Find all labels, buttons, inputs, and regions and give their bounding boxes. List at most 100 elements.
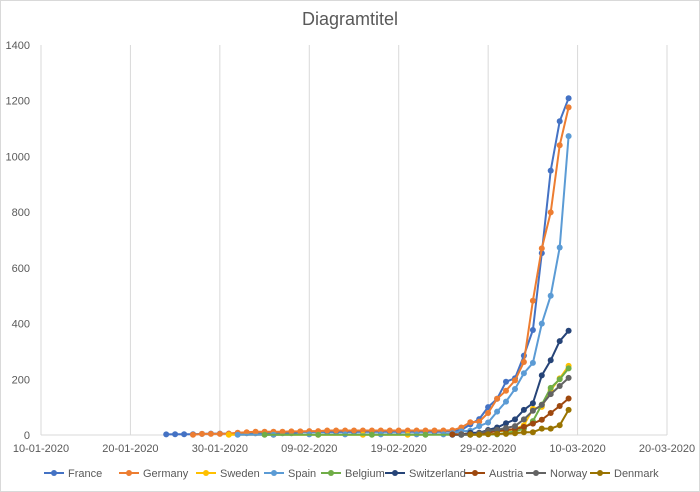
- data-point: [351, 427, 357, 434]
- data-point: [512, 430, 518, 437]
- series-line-switzerland: [452, 330, 570, 436]
- y-tick-label: 200: [12, 374, 30, 386]
- legend-swatch-marker: [392, 470, 398, 476]
- data-point: [234, 431, 241, 438]
- data-point: [556, 142, 563, 149]
- data-point: [547, 391, 554, 398]
- data-point: [458, 431, 465, 438]
- data-point: [422, 431, 429, 438]
- x-tick-label: 10-03-2020: [549, 443, 605, 455]
- data-point: [431, 427, 438, 434]
- data-point: [565, 95, 572, 102]
- data-point: [565, 374, 572, 381]
- data-point: [163, 431, 170, 438]
- grid-lines: [40, 45, 668, 435]
- data-point: [556, 383, 563, 389]
- data-point: [556, 118, 563, 125]
- data-point: [556, 403, 563, 409]
- data-point: [404, 427, 411, 434]
- legend-item-denmark: Denmark: [590, 468, 659, 480]
- legend-label: Germany: [143, 468, 189, 480]
- data-point: [529, 297, 536, 304]
- y-tick-label: 600: [12, 263, 30, 275]
- data-point: [565, 365, 572, 372]
- legend-label: Sweden: [220, 468, 260, 480]
- legend-swatch-marker: [597, 470, 603, 476]
- data-point: [494, 408, 501, 415]
- x-tick-label: 29-02-2020: [460, 443, 516, 455]
- data-point: [547, 167, 554, 174]
- legend-swatch-marker: [533, 470, 539, 476]
- data-point: [368, 427, 375, 434]
- data-point: [556, 376, 563, 383]
- data-point: [529, 359, 536, 366]
- y-tick-label: 1200: [6, 96, 30, 108]
- data-point: [520, 429, 527, 436]
- data-point: [529, 429, 536, 436]
- y-tick-label: 400: [12, 319, 30, 331]
- legend-swatch-marker: [472, 470, 478, 476]
- data-point: [556, 422, 563, 429]
- data-point: [520, 406, 527, 413]
- legend-label: Switzerland: [409, 468, 466, 480]
- data-point: [529, 407, 536, 414]
- legend-item-belgium: Belgium: [321, 468, 385, 480]
- legend-item-spain: Spain: [264, 468, 316, 480]
- data-point: [485, 404, 492, 411]
- series-line-belgium: [264, 367, 570, 436]
- legend-label: France: [68, 468, 102, 480]
- legend-swatch-marker: [271, 470, 277, 476]
- data-point: [467, 431, 474, 438]
- legend-swatch-marker: [328, 470, 334, 476]
- data-point: [172, 431, 179, 438]
- data-point: [297, 428, 304, 435]
- x-tick-label: 20-03-2020: [639, 443, 695, 455]
- legend-label: Spain: [288, 468, 316, 480]
- x-tick-label: 30-01-2020: [192, 443, 248, 455]
- data-point: [520, 370, 527, 377]
- x-tick-label: 10-01-2020: [13, 443, 69, 455]
- data-point: [485, 410, 492, 416]
- data-point: [538, 320, 545, 327]
- y-tick-label: 1400: [6, 40, 30, 52]
- series-line-germany: [192, 107, 570, 436]
- axes: 10-01-2020 20-01-2020 30-01-2020 09-02-2020…: [6, 40, 696, 455]
- data-point: [449, 431, 456, 438]
- data-point: [494, 430, 501, 437]
- data-point: [190, 431, 196, 438]
- data-point: [181, 431, 188, 438]
- legend-item-norway: Norway: [526, 468, 588, 480]
- legend-item-germany: Germany: [119, 468, 189, 480]
- data-point: [556, 338, 563, 345]
- legend: France Germany Sweden Spain Belgium Switzerla…: [44, 468, 659, 480]
- data-point: [503, 420, 509, 427]
- data-point: [252, 428, 259, 435]
- legend-item-sweden: Sweden: [196, 468, 260, 480]
- legend-item-france: France: [44, 468, 102, 480]
- data-point: [324, 427, 331, 434]
- data-point: [538, 401, 545, 408]
- x-tick-label: 20-01-2020: [102, 443, 158, 455]
- data-point: [199, 430, 205, 437]
- data-point: [538, 372, 545, 379]
- chart-title: Diagramtitel: [301, 9, 399, 29]
- data-point: [386, 427, 393, 434]
- series-denmark: [467, 406, 572, 438]
- data-point: [216, 430, 223, 437]
- data-point: [547, 384, 554, 391]
- data-point: [225, 431, 232, 438]
- data-point: [476, 431, 483, 438]
- data-point: [556, 244, 563, 251]
- data-point: [503, 430, 509, 437]
- data-point: [422, 427, 429, 434]
- series-line-france: [166, 97, 570, 436]
- legend-item-austria: Austria: [465, 468, 524, 480]
- x-tick-label: 09-02-2020: [281, 443, 337, 455]
- data-point: [547, 410, 554, 416]
- data-point: [333, 427, 340, 434]
- data-point: [503, 378, 509, 385]
- data-point: [485, 419, 492, 426]
- data-point: [503, 398, 509, 405]
- data-point: [565, 406, 572, 413]
